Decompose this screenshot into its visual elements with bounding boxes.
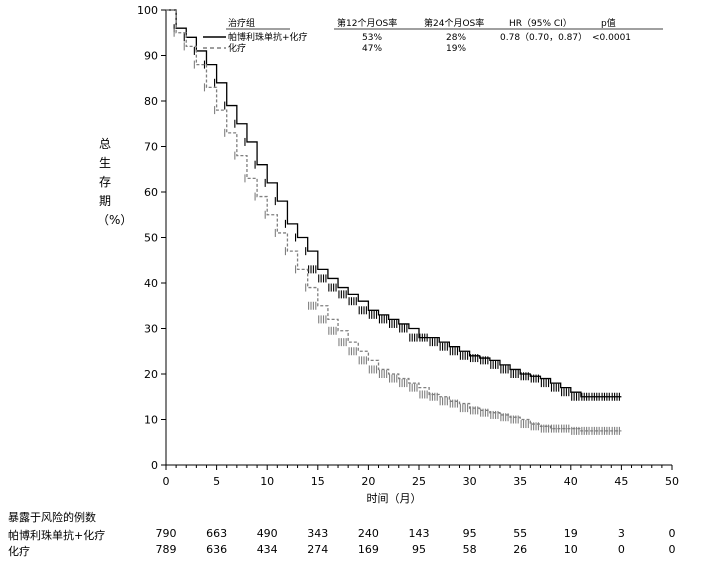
risk-count: 636 [206, 543, 228, 556]
x-tick-label: 15 [311, 475, 325, 488]
y-tick-label: 60 [144, 186, 158, 199]
legend-os24-pembro: 28% [446, 33, 466, 43]
x-tick-label: 20 [361, 475, 375, 488]
risk-table-title: 暴露于风险的例数 [8, 511, 96, 524]
censor-marks-chemo [173, 28, 620, 435]
risk-count: 490 [256, 527, 278, 540]
x-tick-label: 50 [665, 475, 679, 488]
x-tick-label: 10 [260, 475, 274, 488]
risk-count: 434 [256, 543, 278, 556]
legend-col-hr: HR（95% CI） [509, 18, 572, 29]
risk-count: 0 [668, 543, 676, 556]
x-tick-label: 0 [163, 475, 170, 488]
risk-count: 58 [462, 543, 477, 556]
legend-os12-pembro: 53% [362, 33, 382, 43]
y-tick-label: 90 [144, 50, 158, 63]
risk-count: 789 [155, 543, 177, 556]
risk-count: 95 [462, 527, 477, 540]
legend-hr-pembro: 0.78（0.70，0.87） [500, 32, 587, 43]
x-tick-label: 40 [564, 475, 578, 488]
x-axis-label: 时间（月） [367, 492, 422, 505]
x-tick-label: 5 [213, 475, 220, 488]
risk-count: 26 [513, 543, 528, 556]
risk-count: 0 [617, 543, 625, 556]
risk-count: 790 [155, 527, 177, 540]
x-tick-label: 30 [463, 475, 477, 488]
risk-count: 143 [408, 527, 430, 540]
legend-col-os24: 第24个月OS率 [424, 17, 484, 29]
risk-count: 240 [357, 527, 379, 540]
risk-count: 95 [412, 543, 426, 556]
y-tick-label: 0 [151, 459, 158, 472]
legend-header: 治疗组 [228, 17, 255, 29]
x-tick-label: 25 [412, 475, 426, 488]
risk-row-label-pembro: 帕博利珠单抗+化疗 [8, 529, 106, 542]
ticks: 0 10 20 30 40 50 60 70 80 90 100 0 5 10 15 20 25 30 35 40 45… [137, 4, 679, 488]
y-tick-label: 80 [144, 95, 158, 108]
risk-count: 10 [563, 543, 578, 556]
y-tick-label: 30 [144, 323, 158, 336]
x-tick-label: 35 [513, 475, 527, 488]
legend-p-pembro: <0.0001 [592, 33, 631, 43]
y-tick-label: 70 [144, 141, 158, 154]
y-tick-label: 50 [144, 232, 158, 245]
y-tick-label: 40 [144, 277, 158, 290]
series-line-chemo [166, 9, 622, 432]
legend-col-os12: 第12个月OS率 [337, 17, 397, 29]
risk-count: 274 [307, 543, 329, 556]
risk-count: 55 [513, 527, 528, 540]
y-axis-label: 总生存期（%） [97, 137, 133, 227]
risk-count: 343 [307, 527, 329, 540]
y-tick-label: 20 [144, 368, 158, 381]
legend-os24-chemo: 19% [446, 44, 466, 54]
series-line-pembro [166, 9, 622, 398]
censor-marks-pembro [173, 24, 620, 401]
risk-count: 663 [206, 527, 228, 540]
risk-count: 3 [617, 527, 625, 540]
legend-name-pembro: 帕博利珠单抗+化疗 [228, 31, 308, 43]
risk-count: 19 [563, 527, 578, 540]
y-tick-label: 100 [137, 4, 158, 17]
legend-col-p: p值 [601, 17, 616, 29]
x-tick-label: 45 [614, 475, 628, 488]
legend-os12-chemo: 47% [362, 44, 382, 54]
risk-count: 0 [668, 527, 676, 540]
risk-count: 169 [357, 543, 379, 556]
series-lines [166, 9, 622, 435]
y-tick-label: 10 [144, 414, 158, 427]
legend-name-chemo: 化疗 [228, 42, 246, 54]
legend: 治疗组 第12个月OS率 第24个月OS率 HR（95% CI） p值 帕博利珠… [203, 17, 663, 54]
risk-row-label-chemo: 化疗 [8, 545, 30, 558]
